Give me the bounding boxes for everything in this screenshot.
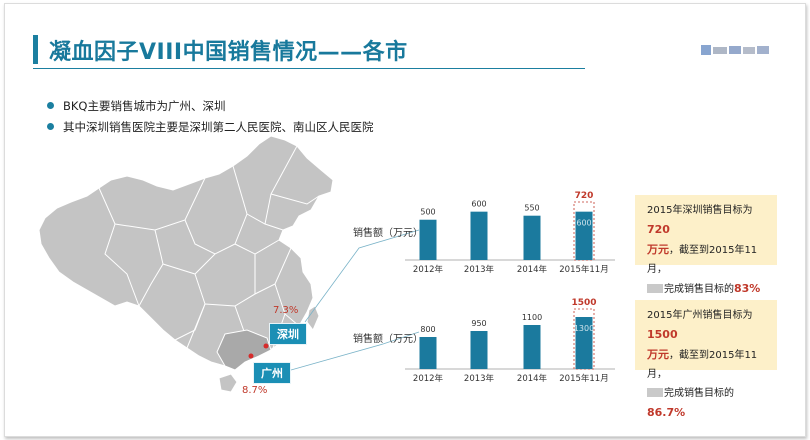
chart2-value-label: 800 <box>420 325 435 334</box>
map-taiwan <box>306 305 320 331</box>
note2-line2-text: ，截至到2015年11月， <box>647 350 758 380</box>
chart2-bar <box>523 325 541 369</box>
guangzhou-tag: 广州 <box>253 362 291 384</box>
chart2-target-label: 1500 <box>571 298 596 308</box>
chart2-category-label: 2013年 <box>464 373 495 384</box>
shenzhen-target-note: 2015年深圳销售目标为 720 万元，截至到2015年11月， 完成销售目标的8… <box>635 195 777 295</box>
note1-line3-text: 完成销售目标的 <box>664 284 734 295</box>
guangzhou-marker <box>248 353 254 359</box>
chart2-category-label: 2014年 <box>517 373 548 384</box>
chart2-value-label: 1100 <box>522 313 542 322</box>
chart1-value-label: 600 <box>576 219 591 228</box>
title-accent-bar <box>33 35 38 64</box>
chart2-category-label: 2015年11月 <box>559 373 608 384</box>
guangzhou-sales-chart: 800 2012年 950 2013年 1100 2014年 1500 1300 2015年11… <box>405 298 615 384</box>
note2-line3-text: 完成销售目标的 <box>664 388 734 399</box>
guangzhou-target-note: 2015年广州销售目标为 1500 万元，截至到2015年11月， 完成销售目标的… <box>635 300 777 419</box>
shenzhen-tag: 深圳 <box>269 323 307 345</box>
bullet-dot <box>47 123 54 130</box>
note2-percent: 86.7% <box>647 406 686 419</box>
chart1-bar <box>470 211 488 260</box>
guangzhou-percent: 8.7% <box>242 385 268 396</box>
note1-percent: 83% <box>734 282 761 295</box>
chart2-value-label: 1300 <box>574 324 594 333</box>
chart1-value-label: 550 <box>524 204 539 213</box>
chart1-ylabel: 销售额（万元） <box>353 228 423 239</box>
slide: 凝血因子VIII中国销售情况——各市 BKQ主要销售城市为广州、深圳 其中深圳销… <box>4 3 806 437</box>
chart1-value-label: 600 <box>471 200 486 209</box>
slide-title: 凝血因子VIII中国销售情况——各市 <box>49 40 408 65</box>
note1-target-value: 720 <box>647 223 670 236</box>
chart2-category-label: 2012年 <box>413 373 444 384</box>
blurred-text <box>647 284 663 293</box>
chart2-bar <box>470 331 488 369</box>
chart2-bar <box>575 317 593 369</box>
blurred-text <box>647 388 663 397</box>
note2-unit: 万元 <box>647 348 669 361</box>
chart1-category-label: 2015年11月 <box>559 264 608 275</box>
bullet-dot <box>47 102 54 109</box>
shenzhen-percent: 7.3% <box>273 305 299 316</box>
note1-line2-text: ，截至到2015年11月， <box>647 245 758 275</box>
chart1-category-label: 2013年 <box>464 264 495 275</box>
chart2-bar <box>419 337 437 369</box>
chart1-target-label: 720 <box>575 191 594 201</box>
company-logo <box>701 45 769 55</box>
note1-unit: 万元 <box>647 243 669 256</box>
chart1-bar <box>523 215 541 260</box>
note2-target-value: 1500 <box>647 328 678 341</box>
title-underline <box>33 68 585 69</box>
note1-line1-text: 2015年深圳销售目标为 <box>647 205 753 216</box>
chart1-value-label: 500 <box>420 208 435 217</box>
chart1-bar <box>575 211 593 260</box>
chart1-category-label: 2012年 <box>413 264 444 275</box>
chart1-bar <box>419 219 437 260</box>
bullet-text: 其中深圳销售医院主要是深圳第二人民医院、南山区人民医院 <box>63 120 374 134</box>
china-map <box>38 135 334 393</box>
map-hainan <box>218 373 238 393</box>
shenzhen-sales-chart: 500 2012年 600 2013年 550 2014年 720 600 2015年11月 <box>405 191 615 275</box>
bullet-item-1: BKQ主要销售城市为广州、深圳 <box>47 98 225 114</box>
note2-line1-text: 2015年广州销售目标为 <box>647 310 753 321</box>
bullet-text: BKQ主要销售城市为广州、深圳 <box>63 99 226 113</box>
map-guangdong <box>216 329 272 371</box>
shenzhen-marker <box>263 343 269 349</box>
bullet-item-2: 其中深圳销售医院主要是深圳第二人民医院、南山区人民医院 <box>47 119 374 135</box>
chart1-category-label: 2014年 <box>517 264 548 275</box>
chart2-value-label: 950 <box>471 319 486 328</box>
chart2-ylabel: 销售额（万元） <box>353 334 423 345</box>
